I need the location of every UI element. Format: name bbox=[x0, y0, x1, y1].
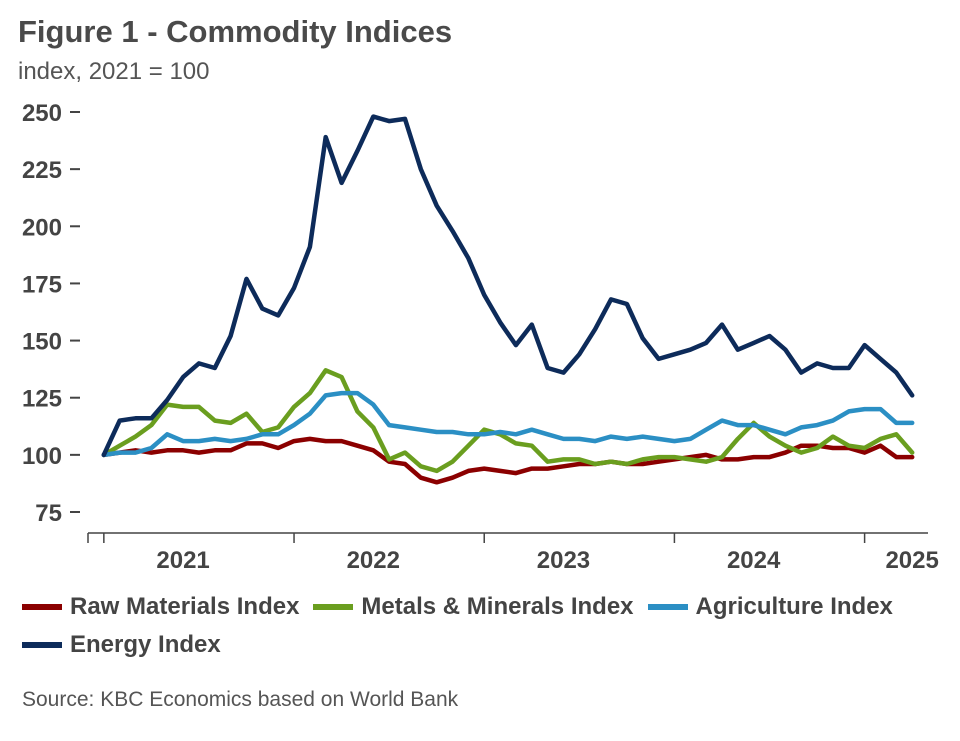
x-axis: 2021 2022 2023 2024 2025 bbox=[87, 532, 939, 574]
legend-swatch bbox=[313, 604, 354, 610]
x-tick-label: 2024 bbox=[727, 547, 781, 574]
series-line-raw-materials-index bbox=[101, 436, 915, 485]
y-tick-label: 225 bbox=[22, 157, 62, 184]
legend-item: Energy Index bbox=[22, 626, 221, 664]
chart-title: Figure 1 - Commodity Indices bbox=[18, 14, 453, 49]
y-tick-label: 200 bbox=[22, 214, 62, 241]
chart-subtitle: index, 2021 = 100 bbox=[18, 58, 210, 85]
series-line-agriculture-index bbox=[101, 390, 915, 458]
series-line-metals-minerals-index bbox=[101, 368, 915, 474]
y-tick-label: 250 bbox=[22, 100, 62, 127]
chart-legend: Raw Materials Index Metals & Minerals Ind… bbox=[22, 588, 952, 664]
series-line-energy-index bbox=[101, 114, 915, 458]
series-lines bbox=[101, 114, 915, 485]
legend-swatch bbox=[647, 604, 688, 610]
legend-label: Energy Index bbox=[70, 631, 221, 658]
x-tick-label: 2021 bbox=[156, 547, 209, 574]
y-tick-label: 150 bbox=[22, 329, 62, 356]
y-tick-label: 125 bbox=[22, 386, 62, 413]
x-tick-label: 2023 bbox=[537, 547, 590, 574]
y-tick-label: 75 bbox=[35, 500, 62, 527]
source-note: Source: KBC Economics based on World Ban… bbox=[22, 688, 459, 711]
legend-swatch bbox=[22, 642, 62, 648]
legend-label: Metals & Minerals Index bbox=[361, 593, 634, 620]
legend-item: Agriculture Index bbox=[647, 588, 893, 626]
legend-item: Metals & Minerals Index bbox=[313, 588, 634, 626]
legend-label: Agriculture Index bbox=[695, 593, 893, 620]
x-tick-label: 2025 bbox=[885, 547, 938, 574]
x-tick-label: 2022 bbox=[347, 547, 400, 574]
y-axis: 75 100 125 150 175 200 225 250 bbox=[22, 100, 80, 527]
y-tick-label: 100 bbox=[22, 443, 62, 470]
legend-item: Raw Materials Index bbox=[22, 588, 299, 626]
line-chart: 75 100 125 150 175 200 225 250 2021 2022 2023 2024… bbox=[22, 100, 939, 574]
legend-label: Raw Materials Index bbox=[70, 593, 300, 620]
legend-swatch bbox=[22, 604, 62, 610]
y-tick-label: 175 bbox=[22, 271, 62, 298]
